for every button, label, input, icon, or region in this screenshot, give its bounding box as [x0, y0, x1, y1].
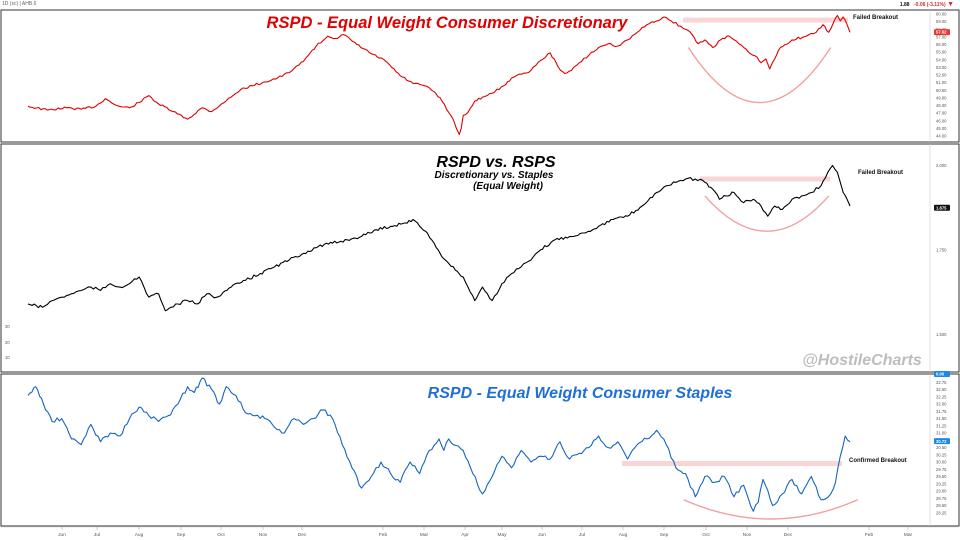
- chart-title: RSPD vs. RSPS: [436, 154, 555, 171]
- y-tick-label: 29.25: [936, 481, 947, 486]
- x-tick-label: Dec: [298, 532, 307, 538]
- x-tick-label: Oct: [217, 532, 225, 538]
- y-tick-label: 50.00: [936, 88, 947, 93]
- x-tick-label: Jun: [538, 532, 546, 538]
- chart-subtitle: (Equal Weight): [473, 181, 543, 192]
- y-tick-label: 60.00: [936, 12, 947, 17]
- y-tick-label: 2.000: [936, 163, 947, 168]
- x-tick-label: Jul: [579, 532, 585, 538]
- y-tick-label: 32.00: [936, 402, 947, 407]
- y-tick-label: 56.00: [936, 42, 947, 47]
- resistance-band: [622, 460, 842, 466]
- y-tick-label: 44.00: [936, 134, 947, 139]
- watermark: @HostileCharts: [802, 352, 922, 369]
- y-tick-label: 59.00: [936, 19, 947, 24]
- annotation-label: Confirmed Breakout: [849, 458, 907, 464]
- x-tick-label: Nov: [743, 532, 752, 538]
- y-tick-label: 29.75: [936, 467, 947, 472]
- y-tick-label: 28.25: [936, 510, 947, 515]
- top-value-tag-bg: [934, 371, 950, 377]
- panel-3-content: [27, 377, 859, 520]
- rounded-base-curve: [704, 195, 830, 232]
- x-tick-label: Mar: [904, 532, 913, 538]
- panel-2-content: [27, 164, 851, 312]
- chart-title: RSPD - Equal Weight Consumer Discretiona…: [267, 14, 629, 32]
- panel-frame-3: [0, 373, 960, 527]
- last-price: 1.88: [899, 2, 910, 8]
- y-tick-label: 51.00: [936, 80, 947, 85]
- y-tick-label: 32.75: [936, 380, 947, 385]
- x-tick-label: Oct: [702, 532, 710, 538]
- top-status-bar: 1D (sc) | AHB.6 1.88 -0.06 (-3.11%) ▼: [0, 0, 960, 10]
- x-tick-label: Aug: [135, 532, 144, 538]
- x-tick-label: Sep: [660, 532, 669, 538]
- annotation-label: Failed Breakout: [853, 15, 898, 21]
- resistance-band: [683, 17, 848, 23]
- price-line: [27, 14, 851, 136]
- rounded-base-curve: [683, 499, 859, 520]
- x-tick-label: Jun: [58, 532, 66, 538]
- y-tick-label: 31.25: [936, 423, 947, 428]
- left-scale-label: 10: [5, 355, 10, 360]
- price-readout: 1.88 -0.06 (-3.11%) ▼: [900, 1, 954, 8]
- y-tick-label: 29.50: [936, 474, 947, 479]
- price-line: [27, 377, 851, 512]
- y-tick-label: 46.00: [936, 118, 947, 123]
- x-tick-label: Feb: [379, 532, 388, 538]
- y-tick-label: 1.500: [936, 332, 947, 337]
- panel-frame-1: [0, 9, 960, 143]
- y-tick-label: 57.00: [936, 34, 947, 39]
- y-tick-label: 1.750: [936, 247, 947, 252]
- panel-frame-2: [0, 143, 960, 373]
- down-arrow-icon: ▼: [947, 1, 954, 8]
- y-tick-label: 31.50: [936, 416, 947, 421]
- rounded-base-curve: [687, 47, 832, 104]
- chart-title: RSPD - Equal Weight Consumer Staples: [428, 385, 733, 402]
- y-tick-label: 30.25: [936, 452, 947, 457]
- y-tick-label: 52.00: [936, 73, 947, 78]
- y-tick-label: 30.50: [936, 445, 947, 450]
- x-tick-label: May: [497, 532, 507, 538]
- y-tick-label: 32.25: [936, 394, 947, 399]
- y-tick-label: 32.50: [936, 387, 947, 392]
- y-tick-label: 54.00: [936, 57, 947, 62]
- y-tick-label: 30.00: [936, 460, 947, 465]
- y-tick-label: 31.00: [936, 431, 947, 436]
- last-value-tag-bg: [934, 29, 950, 36]
- last-value-tag-bg: [934, 204, 950, 211]
- y-tick-label: 45.00: [936, 126, 947, 131]
- price-change: -0.06 (-3.11%): [913, 2, 946, 8]
- last-value-tag-bg: [934, 438, 950, 445]
- x-tick-label: Feb: [865, 532, 874, 538]
- x-tick-label: Jul: [94, 532, 100, 538]
- x-tick-label: Mar: [420, 532, 429, 538]
- last-value-tag: 30.72: [936, 439, 947, 444]
- annotation-label: Failed Breakout: [858, 170, 903, 176]
- y-tick-label: 48.00: [936, 103, 947, 108]
- last-value-tag: 1.875: [936, 205, 947, 210]
- x-tick-label: Nov: [259, 532, 268, 538]
- resistance-band: [700, 176, 830, 182]
- y-tick-label: 49.00: [936, 95, 947, 100]
- last-value-tag: 57.62: [936, 30, 947, 35]
- panel-1-content: [27, 14, 851, 136]
- x-tick-label: Sep: [177, 532, 186, 538]
- left-scale-label: 30: [5, 324, 10, 329]
- y-tick-label: 55.00: [936, 50, 947, 55]
- x-tick-label: Dec: [784, 532, 793, 538]
- chart-subtitle: Discretionary vs. Staples: [435, 170, 554, 181]
- left-scale-label: 20: [5, 340, 10, 345]
- y-tick-label: 28.50: [936, 503, 947, 508]
- y-tick-label: 29.00: [936, 489, 947, 494]
- price-line: [27, 164, 851, 312]
- symbol-interval: 1D (sc) | AHB.6: [2, 1, 37, 7]
- y-tick-label: 47.00: [936, 111, 947, 116]
- y-tick-label: 53.00: [936, 65, 947, 70]
- x-tick-label: Aug: [619, 532, 628, 538]
- y-tick-label: 31.75: [936, 409, 947, 414]
- y-tick-label: 28.75: [936, 496, 947, 501]
- x-tick-label: Apr: [461, 532, 469, 538]
- top-value-tag: 0.00: [936, 372, 945, 377]
